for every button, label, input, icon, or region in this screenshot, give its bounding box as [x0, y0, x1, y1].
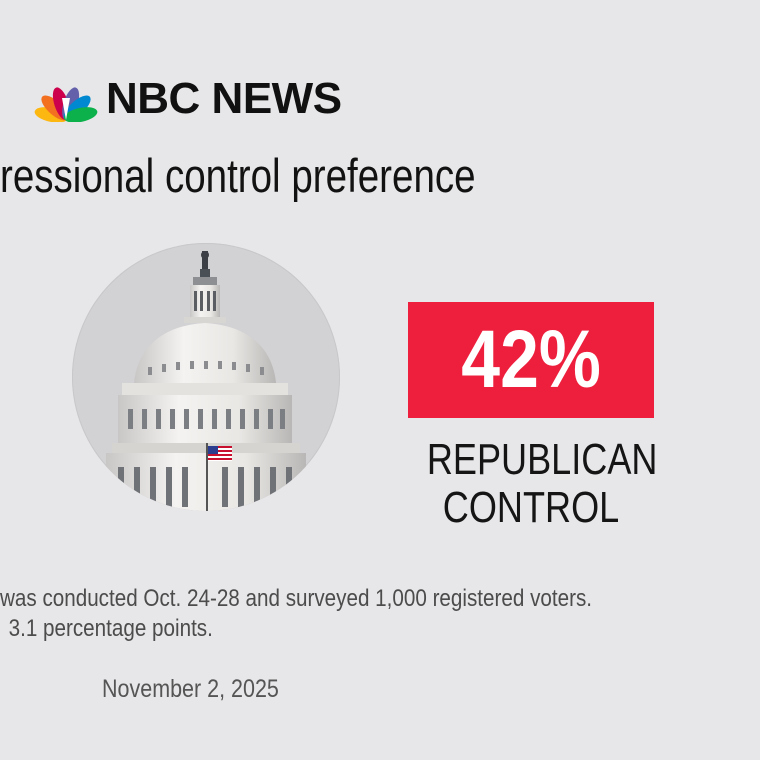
methodology-note: was conducted Oct. 24-28 and surveyed 1,… [0, 584, 592, 644]
capitol-image [72, 243, 340, 511]
result-label-line2: CONTROL [442, 483, 620, 532]
page-title: ressional control preference [0, 149, 476, 202]
peacock-feather [63, 107, 98, 122]
brand-name: NBC NEWS [106, 74, 342, 123]
peacock-icon [34, 87, 98, 122]
methodology-line2: 3.1 percentage points. [8, 615, 213, 642]
nbc-peacock-logo [32, 76, 100, 122]
methodology-line1: was conducted Oct. 24-28 and surveyed 1,… [0, 585, 593, 612]
result-label: REPUBLICAN CONTROL [426, 435, 658, 532]
result-label-line1: REPUBLICAN [426, 435, 658, 484]
percentage-value: 42% [461, 314, 601, 405]
capitol-dome-icon [106, 251, 306, 511]
peacock-body [62, 98, 70, 120]
percentage-badge: 42% [408, 302, 654, 418]
publish-date: November 2, 2025 [102, 675, 279, 703]
